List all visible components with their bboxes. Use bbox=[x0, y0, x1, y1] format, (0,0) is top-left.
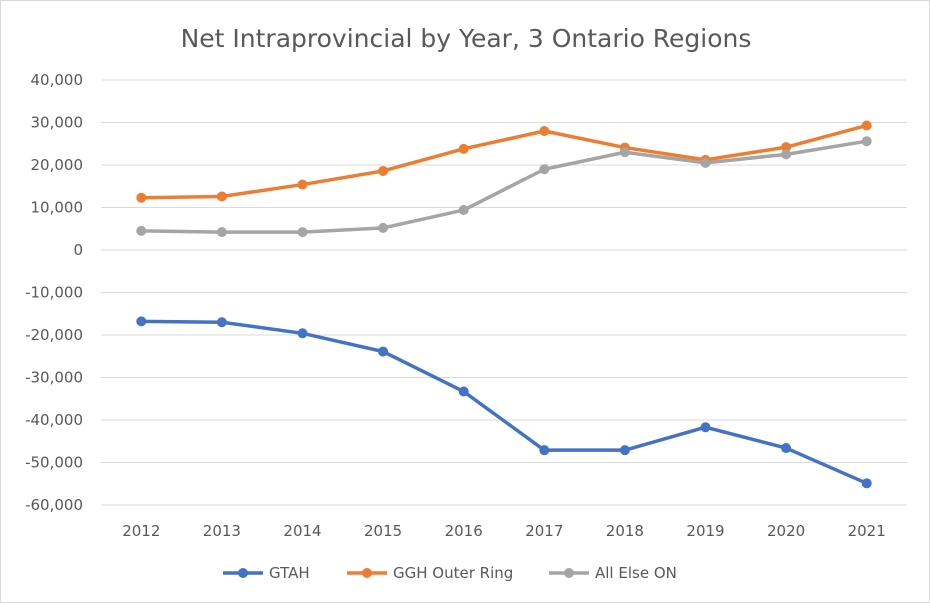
data-point bbox=[216, 317, 227, 328]
legend-label: GGH Outer Ring bbox=[393, 564, 513, 582]
data-point bbox=[297, 227, 308, 238]
legend-entry: GTAH bbox=[223, 564, 310, 582]
y-tick-label: -10,000 bbox=[25, 284, 83, 302]
series-gtah bbox=[136, 316, 872, 489]
data-point bbox=[781, 443, 792, 454]
data-point bbox=[861, 478, 872, 489]
y-tick-label: 0 bbox=[73, 241, 83, 259]
series-line bbox=[139, 319, 869, 486]
data-point bbox=[216, 191, 227, 202]
legend-entry: All Else ON bbox=[549, 564, 677, 582]
data-point bbox=[861, 120, 872, 131]
data-point bbox=[619, 147, 630, 158]
x-tick-label: 2017 bbox=[525, 522, 563, 540]
y-axis-ticks: 40,000 30,000 20,000 10,000 0 -10,000 -20,000 -… bbox=[25, 71, 83, 514]
y-tick-label: 20,000 bbox=[31, 156, 84, 174]
x-tick-label: 2021 bbox=[848, 522, 886, 540]
series-line bbox=[139, 123, 869, 200]
data-point bbox=[136, 316, 147, 327]
y-tick-label: -30,000 bbox=[25, 369, 83, 387]
x-tick-label: 2019 bbox=[686, 522, 724, 540]
y-tick-label: -20,000 bbox=[25, 326, 83, 344]
data-point bbox=[861, 136, 872, 147]
data-point bbox=[136, 192, 147, 203]
data-point bbox=[539, 126, 550, 136]
data-point bbox=[378, 165, 389, 176]
data-point bbox=[216, 227, 227, 238]
x-tick-label: 2020 bbox=[767, 522, 805, 540]
legend-swatch-marker bbox=[238, 568, 248, 578]
legend-swatch-marker bbox=[564, 568, 574, 578]
data-point bbox=[297, 328, 308, 339]
x-tick-label: 2013 bbox=[203, 522, 241, 540]
data-point bbox=[781, 149, 792, 160]
data-point bbox=[539, 164, 550, 175]
series-line bbox=[139, 139, 869, 234]
series-all-else-on bbox=[136, 136, 872, 238]
legend-label: All Else ON bbox=[595, 564, 677, 582]
legend-swatch-marker bbox=[362, 568, 372, 578]
data-point bbox=[136, 225, 147, 236]
y-tick-label: 30,000 bbox=[31, 114, 84, 132]
y-tick-label: -60,000 bbox=[25, 496, 83, 514]
chart-title: Net Intraprovincial by Year, 3 Ontario R… bbox=[181, 24, 752, 53]
legend-label: GTAH bbox=[269, 564, 310, 582]
x-tick-label: 2014 bbox=[283, 522, 321, 540]
y-tick-label: 40,000 bbox=[31, 71, 84, 89]
x-axis-ticks: 2012 2013 2014 2015 2016 2017 2018 2019 2020 2021 bbox=[122, 522, 886, 540]
x-tick-label: 2018 bbox=[606, 522, 644, 540]
data-point bbox=[700, 422, 711, 433]
data-point bbox=[378, 222, 389, 233]
data-point bbox=[619, 445, 630, 456]
legend-entry: GGH Outer Ring bbox=[347, 564, 513, 582]
x-tick-label: 2015 bbox=[364, 522, 402, 540]
y-tick-label: -50,000 bbox=[25, 454, 83, 472]
data-point bbox=[700, 157, 711, 168]
x-tick-label: 2016 bbox=[445, 522, 483, 540]
series-lines bbox=[136, 120, 872, 489]
data-point bbox=[378, 346, 389, 357]
data-point bbox=[297, 179, 308, 190]
legend: GTAH GGH Outer Ring All Else ON bbox=[223, 564, 677, 582]
x-tick-label: 2012 bbox=[122, 522, 160, 540]
data-point bbox=[781, 142, 792, 153]
data-point bbox=[458, 386, 469, 397]
data-point bbox=[458, 205, 469, 216]
y-tick-label: -40,000 bbox=[25, 411, 83, 429]
data-point bbox=[539, 445, 550, 456]
data-point bbox=[458, 143, 469, 154]
y-tick-label: 10,000 bbox=[31, 199, 84, 217]
